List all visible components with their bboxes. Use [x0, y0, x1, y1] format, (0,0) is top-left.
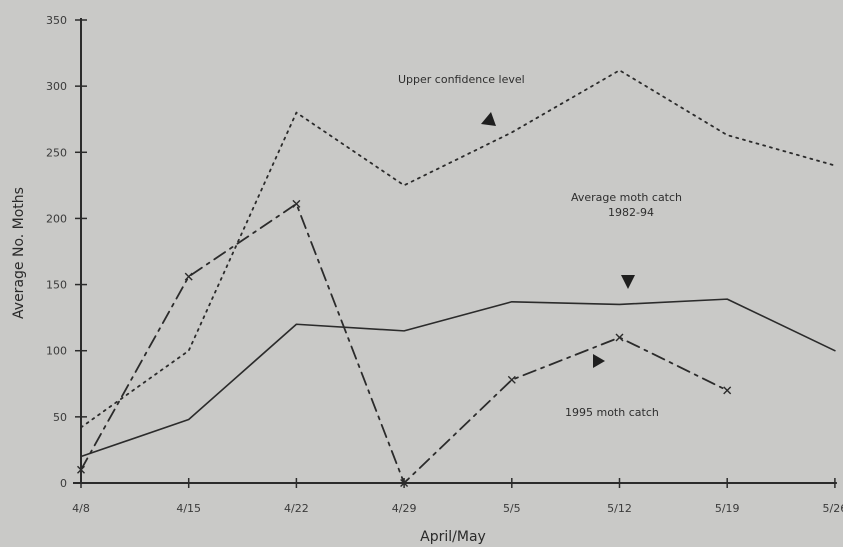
x-tick-label: 5/5 — [503, 502, 521, 515]
y-tick-label: 50 — [53, 411, 67, 424]
x-tick-label: 5/19 — [715, 502, 740, 515]
catch-1995-pointer-arrow — [593, 354, 605, 368]
data-point-y1995 — [400, 479, 409, 487]
x-tick-label: 4/22 — [284, 502, 309, 515]
y-tick-label: 250 — [46, 146, 67, 159]
series-line-upper — [80, 69, 836, 429]
x-marker-stroke — [615, 333, 624, 342]
x-marker-stroke — [184, 272, 193, 281]
y-tick-label: 0 — [60, 477, 67, 490]
labels: 0 50 100 150 200 250 300 350 4/8 4/15 4/22 4/29 5/5 5… — [46, 14, 843, 515]
x-tick-label: 4/29 — [392, 502, 417, 515]
data-point-y1995 — [184, 272, 193, 281]
x-tick-label: 4/15 — [176, 502, 201, 515]
x-marker-stroke — [507, 375, 516, 384]
y-tick-label: 100 — [46, 345, 67, 358]
series-line-y1995 — [80, 202, 729, 484]
x-axis-title: April/May — [420, 529, 486, 545]
series-line-average — [80, 298, 836, 458]
x-marker-stroke — [292, 199, 301, 208]
x-tick-label: 5/26 — [823, 502, 843, 515]
x-marker-stroke — [723, 386, 732, 395]
axes — [73, 18, 837, 488]
y-tick-label: 200 — [46, 212, 67, 225]
y-axis-title: Average No. Moths — [11, 187, 27, 319]
x-tick-label: 5/12 — [607, 502, 632, 515]
x-marker-stroke — [77, 465, 85, 474]
y-tick-label: 150 — [46, 279, 67, 292]
data-point-y1995 — [292, 199, 301, 208]
data-point-y1995 — [77, 465, 85, 474]
y-tick-label: 350 — [46, 14, 67, 27]
y-tick-label: 300 — [46, 80, 67, 93]
x-marker-stroke — [400, 479, 409, 487]
data-point-y1995 — [615, 333, 624, 342]
average-catch-years-annotation: 1982-94 — [608, 206, 654, 219]
data-point-y1995 — [507, 375, 516, 384]
catch-1995-annotation: 1995 moth catch — [565, 406, 659, 419]
upper-confidence-pointer-arrow — [481, 112, 496, 126]
series-lines — [80, 69, 836, 484]
series-markers — [77, 199, 732, 487]
x-tick-label: 4/8 — [72, 502, 90, 515]
average-catch-pointer-arrow — [621, 275, 635, 289]
data-point-y1995 — [723, 386, 732, 395]
average-catch-annotation: Average moth catch — [571, 191, 682, 204]
upper-confidence-annotation: Upper confidence level — [398, 73, 525, 86]
